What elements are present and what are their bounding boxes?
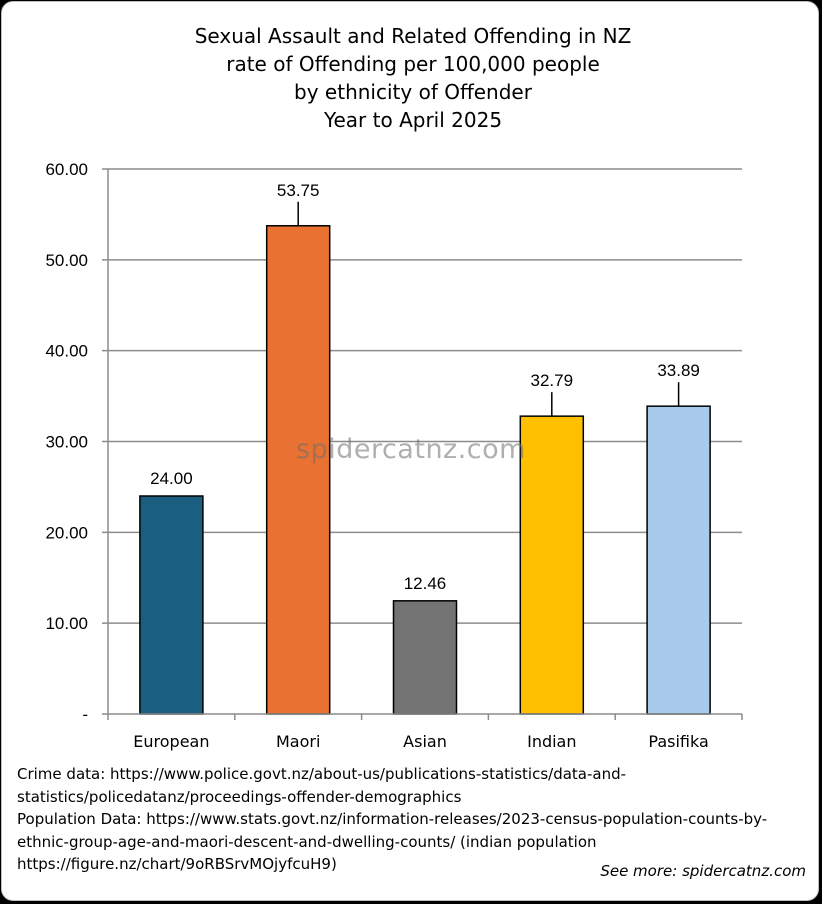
x-axis: European Maori Asian Indian Pasifika xyxy=(107,713,743,751)
chart-title-line-2: rate of Offending per 100,000 people xyxy=(226,52,600,76)
y-tick-label: 10.00 xyxy=(45,614,88,633)
chart-title-line-1: Sexual Assault and Related Offending in … xyxy=(194,24,632,48)
x-tick-label-pasifika: Pasifika xyxy=(648,732,708,751)
watermark: spidercatnz.com xyxy=(296,434,526,465)
data-label-asian: 12.46 xyxy=(404,574,447,593)
sources-note: Crime data: https://www.police.govt.nz/a… xyxy=(17,763,817,876)
y-axis: - 10.00 20.00 30.00 40.00 50.00 60.00 xyxy=(45,160,109,724)
gridlines xyxy=(108,168,742,624)
bars: 24.00 53.75 12.46 32.79 33.89 xyxy=(139,181,711,715)
bar-pasifika xyxy=(646,405,711,715)
source-line-2: statistics/policedatanz/proceedings-offe… xyxy=(17,787,462,806)
chart-title: Sexual Assault and Related Offending in … xyxy=(2,22,818,134)
bar-indian xyxy=(519,415,585,715)
source-line-3: Population Data: https://www.stats.govt.… xyxy=(17,810,768,828)
y-tick-label: 20.00 xyxy=(45,523,88,542)
x-tick-label-maori: Maori xyxy=(276,732,320,751)
source-line-5: https://figure.nz/chart/9oRBSrvMOjyfcuH9… xyxy=(17,855,337,873)
y-tick-label: - xyxy=(82,705,88,724)
bar-asian xyxy=(392,600,458,715)
x-tick-label-indian: Indian xyxy=(527,732,576,751)
data-label-maori: 53.75 xyxy=(277,181,320,200)
see-more-link[interactable]: See more: spidercatnz.com xyxy=(600,862,806,880)
y-tick-label: 50.00 xyxy=(45,251,88,270)
source-line-1: Crime data: https://www.police.govt.nz/a… xyxy=(17,765,627,783)
chart-title-line-3: by ethnicity of Offender xyxy=(294,80,532,104)
x-tick-label-asian: Asian xyxy=(403,732,447,751)
bar-maori xyxy=(265,225,331,715)
data-label-indian: 32.79 xyxy=(531,371,574,390)
y-tick-label: 40.00 xyxy=(45,342,88,361)
bar-european xyxy=(139,495,204,715)
x-tick-label-european: European xyxy=(133,732,209,751)
y-tick-label: 30.00 xyxy=(45,433,88,452)
y-tick-label: 60.00 xyxy=(45,160,88,179)
source-line-4: ethnic-group-age-and-maori-descent-and-d… xyxy=(17,832,597,851)
data-label-european: 24.00 xyxy=(150,469,193,488)
chart-title-line-4: Year to April 2025 xyxy=(323,108,503,132)
data-label-pasifika: 33.89 xyxy=(657,361,700,380)
